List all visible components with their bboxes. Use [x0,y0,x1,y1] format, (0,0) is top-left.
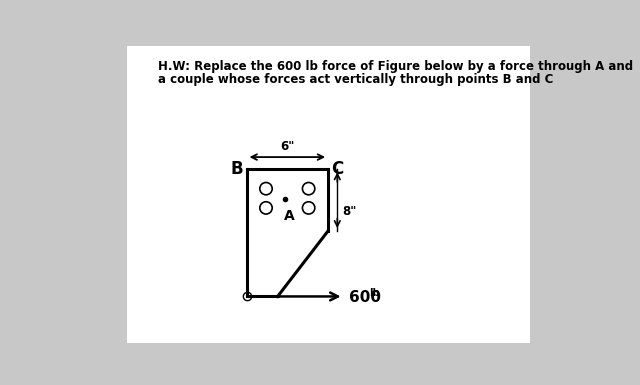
Text: C: C [331,160,343,177]
Text: 6": 6" [280,140,294,153]
Text: B: B [231,160,244,177]
Bar [127,46,529,343]
Text: lb: lb [369,288,380,298]
Text: a couple whose forces act vertically through points B and C: a couple whose forces act vertically thr… [157,73,553,86]
Text: 8": 8" [343,205,357,218]
Text: H.W: Replace the 600 lb force of Figure below by a force through A and: H.W: Replace the 600 lb force of Figure … [157,60,632,73]
Text: A: A [284,209,294,223]
Text: 600: 600 [349,290,381,305]
